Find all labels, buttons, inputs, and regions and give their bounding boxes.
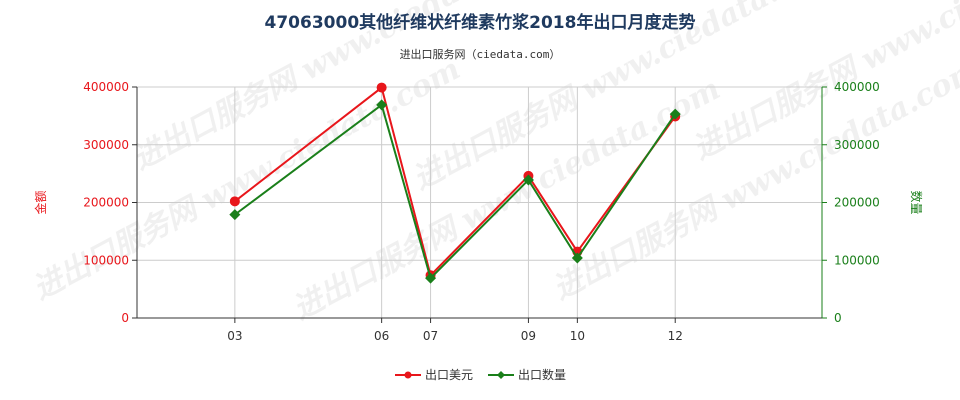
tick-labels: 0 100000 200000 300000 400000 0 100000 200000 30… <box>83 80 880 343</box>
y-tick-label-right: 300000 <box>834 138 880 152</box>
x-tick-label: 06 <box>374 329 389 343</box>
data-point-2[interactable] <box>376 99 388 111</box>
x-tick-label: 12 <box>668 329 683 343</box>
y-tick-label-right: 400000 <box>834 80 880 94</box>
data-point-2[interactable] <box>229 209 241 221</box>
data-point-1[interactable] <box>376 82 387 93</box>
series-line-1 <box>234 85 677 278</box>
y-tick-label-right: 0 <box>834 311 842 325</box>
y-tick-label-left: 300000 <box>83 138 129 152</box>
y-tick-label-left: 100000 <box>83 253 129 267</box>
y-tick-label-right: 200000 <box>834 196 880 210</box>
x-tick-label: 10 <box>570 329 585 343</box>
legend-marker-1 <box>404 371 412 379</box>
y-tick-label-left: 0 <box>121 311 129 325</box>
data-point-2[interactable] <box>522 174 534 186</box>
data-point-2[interactable] <box>571 252 583 264</box>
y-axis-label-right: 数量 <box>909 190 924 214</box>
data-point-2[interactable] <box>425 272 437 284</box>
data-point-1[interactable] <box>229 196 240 207</box>
series-layer <box>229 82 681 284</box>
x-tick-label: 09 <box>521 329 536 343</box>
chart-title: 47063000其他纤维状纤维素竹浆2018年出口月度走势 <box>265 12 696 33</box>
x-tick-label: 07 <box>423 329 438 343</box>
x-tick-label: 03 <box>227 329 242 343</box>
y-tick-label-left: 200000 <box>83 196 129 210</box>
legend-marker-2 <box>497 371 505 379</box>
series-line-2 <box>234 103 677 281</box>
legend-label-1: 出口美元 <box>425 368 473 382</box>
data-point-2[interactable] <box>669 108 681 120</box>
legend-label-2: 出口数量 <box>518 367 566 382</box>
chart-subtitle: 进出口服务网（ciedata.com） <box>400 47 561 61</box>
legend[interactable]: 出口美元 出口数量 <box>395 367 566 382</box>
y-tick-label-left: 400000 <box>83 80 129 94</box>
y-tick-label-right: 100000 <box>834 253 880 267</box>
y-axis-label-left: 金额 <box>33 190 48 214</box>
